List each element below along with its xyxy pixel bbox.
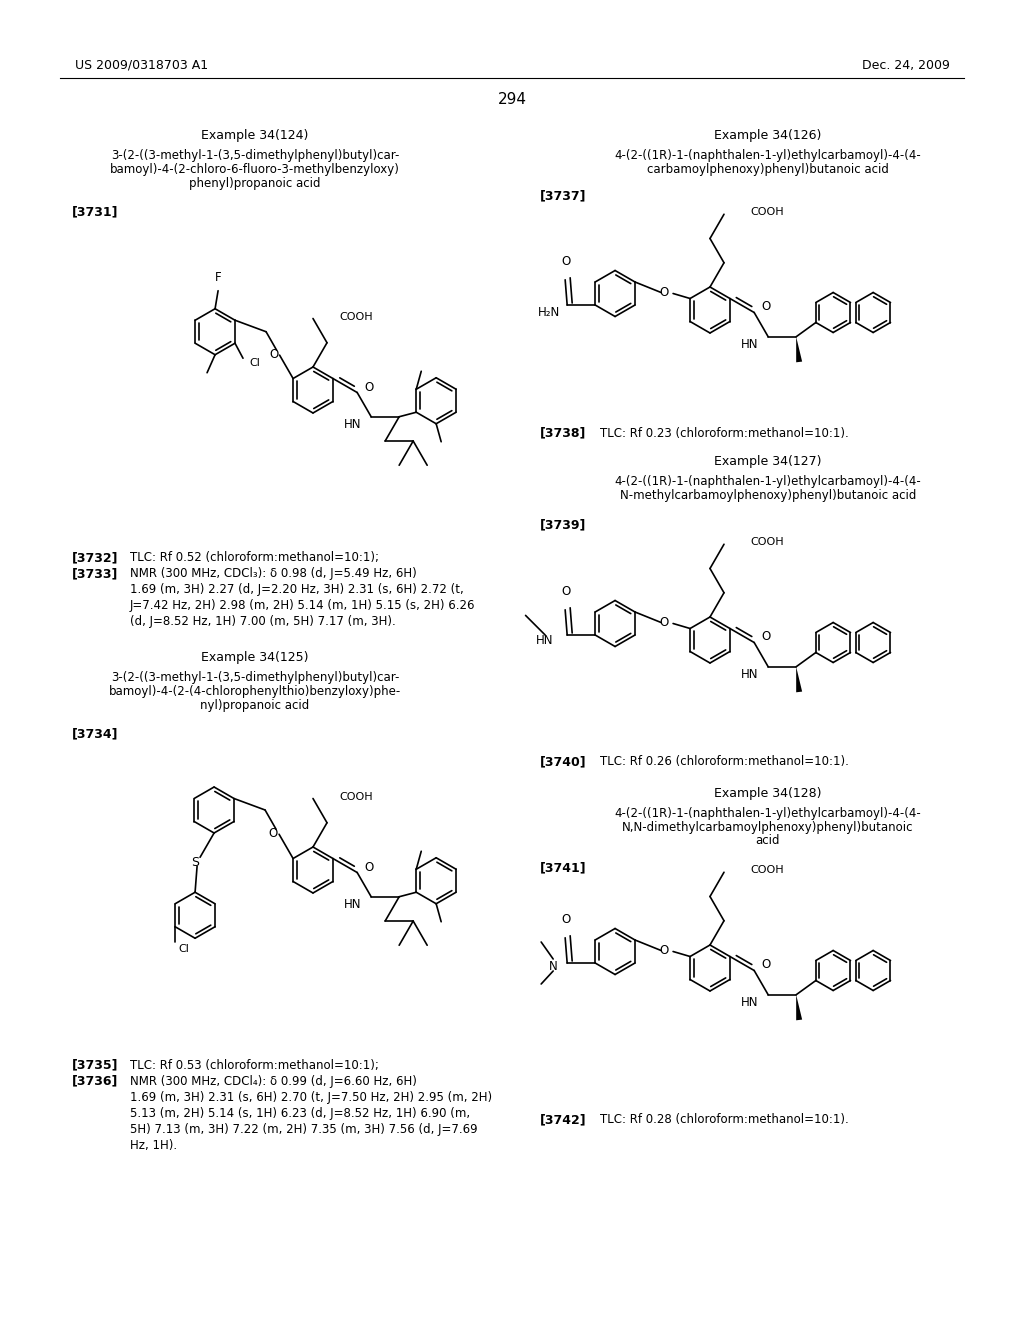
Text: TLC: Rf 0.26 (chloroform:methanol=10:1).: TLC: Rf 0.26 (chloroform:methanol=10:1).: [600, 755, 849, 768]
Polygon shape: [797, 337, 802, 362]
Text: acid: acid: [756, 834, 780, 847]
Text: nyl)propanoic acid: nyl)propanoic acid: [201, 700, 309, 713]
Text: [3733]: [3733]: [72, 568, 119, 581]
Text: O: O: [561, 913, 570, 925]
Text: COOH: COOH: [750, 537, 783, 548]
Text: S: S: [191, 855, 199, 869]
Text: [3736]: [3736]: [72, 1074, 119, 1088]
Text: 3-(2-((3-methyl-1-(3,5-dimethylphenyl)butyl)car-: 3-(2-((3-methyl-1-(3,5-dimethylphenyl)bu…: [111, 672, 399, 685]
Text: 3-(2-((3-methyl-1-(3,5-dimethylphenyl)butyl)car-: 3-(2-((3-methyl-1-(3,5-dimethylphenyl)bu…: [111, 149, 399, 161]
Text: Cl: Cl: [178, 944, 189, 954]
Text: J=7.42 Hz, 2H) 2.98 (m, 2H) 5.14 (m, 1H) 5.15 (s, 2H) 6.26: J=7.42 Hz, 2H) 2.98 (m, 2H) 5.14 (m, 1H)…: [130, 599, 475, 612]
Text: bamoyl)-4-(2-(4-chlorophenylthio)benzyloxy)phe-: bamoyl)-4-(2-(4-chlorophenylthio)benzylo…: [109, 685, 401, 698]
Text: O: O: [659, 286, 669, 300]
Polygon shape: [797, 667, 802, 692]
Text: [3731]: [3731]: [72, 206, 119, 219]
Text: N: N: [549, 960, 557, 973]
Text: N,N-dimethylcarbamoylphenoxy)phenyl)butanoic: N,N-dimethylcarbamoylphenoxy)phenyl)buta…: [623, 821, 913, 833]
Text: TLC: Rf 0.28 (chloroform:methanol=10:1).: TLC: Rf 0.28 (chloroform:methanol=10:1).: [600, 1114, 849, 1126]
Text: 294: 294: [498, 92, 526, 107]
Text: 4-(2-((1R)-1-(naphthalen-1-yl)ethylcarbamoyl)-4-(4-: 4-(2-((1R)-1-(naphthalen-1-yl)ethylcarba…: [614, 149, 922, 161]
Text: O: O: [269, 347, 279, 360]
Text: bamoyl)-4-(2-chloro-6-fluoro-3-methylbenzyloxy): bamoyl)-4-(2-chloro-6-fluoro-3-methylben…: [110, 162, 400, 176]
Text: HN: HN: [344, 898, 361, 911]
Text: O: O: [659, 616, 669, 630]
Text: N-methylcarbamoylphenoxy)phenyl)butanoic acid: N-methylcarbamoylphenoxy)phenyl)butanoic…: [620, 490, 916, 503]
Text: Example 34(125): Example 34(125): [202, 652, 309, 664]
Text: HN: HN: [740, 338, 758, 351]
Text: 1.69 (m, 3H) 2.31 (s, 6H) 2.70 (t, J=7.50 Hz, 2H) 2.95 (m, 2H): 1.69 (m, 3H) 2.31 (s, 6H) 2.70 (t, J=7.5…: [130, 1090, 493, 1104]
Text: (d, J=8.52 Hz, 1H) 7.00 (m, 5H) 7.17 (m, 3H).: (d, J=8.52 Hz, 1H) 7.00 (m, 5H) 7.17 (m,…: [130, 615, 395, 628]
Text: HN: HN: [740, 668, 758, 681]
Text: O: O: [659, 944, 669, 957]
Text: [3738]: [3738]: [540, 426, 587, 440]
Text: COOH: COOH: [339, 792, 373, 801]
Text: Hz, 1H).: Hz, 1H).: [130, 1138, 177, 1151]
Text: 4-(2-((1R)-1-(naphthalen-1-yl)ethylcarbamoyl)-4-(4-: 4-(2-((1R)-1-(naphthalen-1-yl)ethylcarba…: [614, 807, 922, 820]
Text: Example 34(128): Example 34(128): [715, 787, 821, 800]
Text: Dec. 24, 2009: Dec. 24, 2009: [862, 58, 950, 71]
Text: [3740]: [3740]: [540, 755, 587, 768]
Text: [3732]: [3732]: [72, 552, 119, 565]
Text: TLC: Rf 0.53 (chloroform:methanol=10:1);: TLC: Rf 0.53 (chloroform:methanol=10:1);: [130, 1059, 379, 1072]
Text: O: O: [561, 255, 570, 268]
Text: 5.13 (m, 2H) 5.14 (s, 1H) 6.23 (d, J=8.52 Hz, 1H) 6.90 (m,: 5.13 (m, 2H) 5.14 (s, 1H) 6.23 (d, J=8.5…: [130, 1106, 470, 1119]
Text: H₂N: H₂N: [538, 306, 560, 319]
Text: HN: HN: [536, 634, 553, 647]
Text: O: O: [561, 585, 570, 598]
Text: carbamoylphenoxy)phenyl)butanoic acid: carbamoylphenoxy)phenyl)butanoic acid: [647, 162, 889, 176]
Text: 1.69 (m, 3H) 2.27 (d, J=2.20 Hz, 3H) 2.31 (s, 6H) 2.72 (t,: 1.69 (m, 3H) 2.27 (d, J=2.20 Hz, 3H) 2.3…: [130, 583, 464, 597]
Text: Example 34(127): Example 34(127): [715, 455, 821, 469]
Text: Cl: Cl: [249, 358, 260, 368]
Text: HN: HN: [740, 997, 758, 1010]
Text: [3734]: [3734]: [72, 727, 119, 741]
Text: O: O: [762, 630, 771, 643]
Text: COOH: COOH: [750, 207, 783, 218]
Text: COOH: COOH: [339, 312, 373, 322]
Text: Example 34(126): Example 34(126): [715, 128, 821, 141]
Text: 5H) 7.13 (m, 3H) 7.22 (m, 2H) 7.35 (m, 3H) 7.56 (d, J=7.69: 5H) 7.13 (m, 3H) 7.22 (m, 2H) 7.35 (m, 3…: [130, 1122, 477, 1135]
Text: [3741]: [3741]: [540, 862, 587, 874]
Text: TLC: Rf 0.52 (chloroform:methanol=10:1);: TLC: Rf 0.52 (chloroform:methanol=10:1);: [130, 552, 379, 565]
Text: O: O: [268, 826, 278, 840]
Text: TLC: Rf 0.23 (chloroform:methanol=10:1).: TLC: Rf 0.23 (chloroform:methanol=10:1).: [600, 426, 849, 440]
Text: [3739]: [3739]: [540, 519, 587, 532]
Text: O: O: [762, 300, 771, 313]
Text: NMR (300 MHz, CDCl₄): δ 0.99 (d, J=6.60 Hz, 6H): NMR (300 MHz, CDCl₄): δ 0.99 (d, J=6.60 …: [130, 1074, 417, 1088]
Text: HN: HN: [344, 418, 361, 432]
Polygon shape: [797, 995, 802, 1020]
Text: F: F: [215, 271, 221, 284]
Text: [3735]: [3735]: [72, 1059, 119, 1072]
Text: O: O: [365, 861, 374, 874]
Text: [3742]: [3742]: [540, 1114, 587, 1126]
Text: COOH: COOH: [750, 865, 783, 875]
Text: Example 34(124): Example 34(124): [202, 128, 308, 141]
Text: phenyl)propanoic acid: phenyl)propanoic acid: [189, 177, 321, 190]
Text: [3737]: [3737]: [540, 190, 587, 202]
Text: O: O: [762, 958, 771, 972]
Text: 4-(2-((1R)-1-(naphthalen-1-yl)ethylcarbamoyl)-4-(4-: 4-(2-((1R)-1-(naphthalen-1-yl)ethylcarba…: [614, 475, 922, 488]
Text: O: O: [365, 381, 374, 393]
Text: NMR (300 MHz, CDCl₃): δ 0.98 (d, J=5.49 Hz, 6H): NMR (300 MHz, CDCl₃): δ 0.98 (d, J=5.49 …: [130, 568, 417, 581]
Text: US 2009/0318703 A1: US 2009/0318703 A1: [75, 58, 208, 71]
